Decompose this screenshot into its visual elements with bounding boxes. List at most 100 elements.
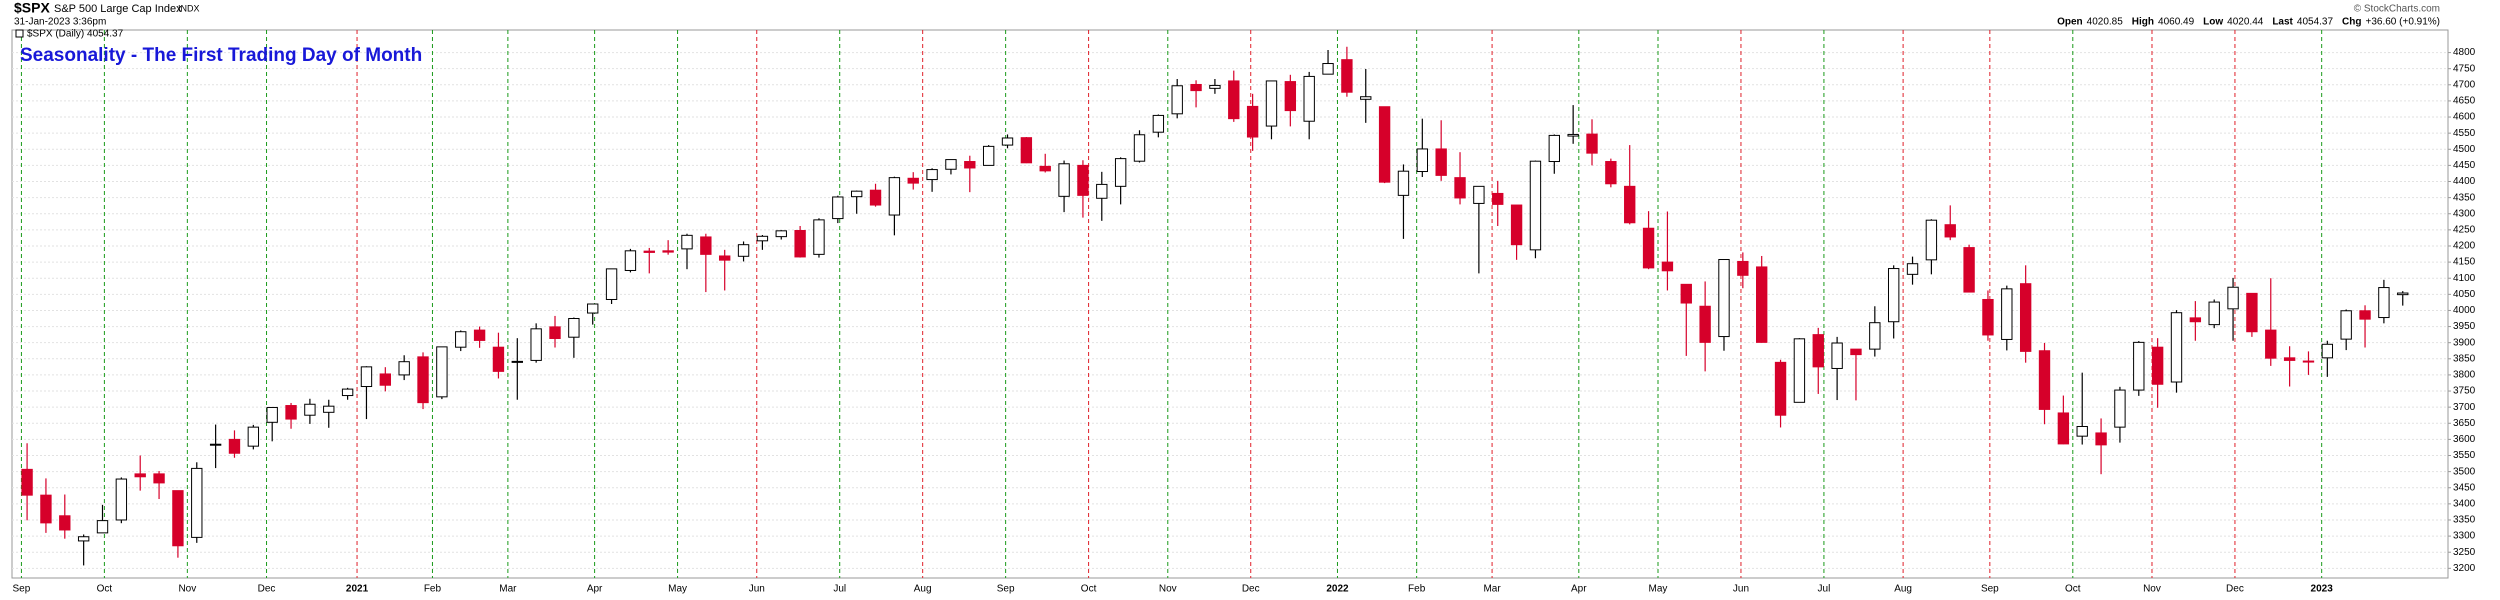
candle-body xyxy=(2151,346,2164,385)
candle-body xyxy=(1548,134,1560,163)
quote-value: 4020.85 xyxy=(2087,17,2124,28)
y-tick-label: 3600 xyxy=(2453,434,2476,445)
candle-body xyxy=(2133,341,2145,391)
x-tick-label: Sep xyxy=(13,584,31,595)
y-tick-label: 4800 xyxy=(2453,47,2476,58)
candle-body xyxy=(926,169,938,181)
candle-body xyxy=(1416,148,1429,173)
y-tick-label: 3500 xyxy=(2453,466,2476,477)
candle-body xyxy=(59,515,71,531)
candle-body xyxy=(1360,96,1372,100)
candle-body xyxy=(21,468,33,496)
candle-body xyxy=(1001,137,1014,146)
candle-body xyxy=(1793,338,1806,403)
y-tick-label: 4750 xyxy=(2453,63,2476,74)
candle-body xyxy=(681,234,693,250)
candle-body xyxy=(1812,334,1824,368)
x-tick-label: May xyxy=(1649,584,1668,595)
quote-value: 4020.44 xyxy=(2227,17,2264,28)
x-tick-label: Jun xyxy=(1733,584,1749,595)
candle-body xyxy=(2359,310,2371,320)
x-tick-label: Aug xyxy=(914,584,932,595)
x-tick-label: Dec xyxy=(258,584,276,595)
x-tick-label: Aug xyxy=(1894,584,1912,595)
candle-body xyxy=(2227,286,2239,310)
candle-body xyxy=(1190,83,1202,92)
candle-body xyxy=(1642,227,1655,269)
candle-body xyxy=(2076,425,2088,437)
plot-frame xyxy=(11,29,2449,579)
y-tick-label: 3900 xyxy=(2453,337,2476,348)
candle-body xyxy=(2114,389,2126,428)
candle-body xyxy=(2095,432,2107,446)
x-tick-label: Apr xyxy=(1571,584,1587,595)
candle-body xyxy=(756,235,769,242)
candle-body xyxy=(134,473,146,478)
candle-body xyxy=(304,403,316,416)
candle-body xyxy=(2019,283,2032,352)
candle-body xyxy=(2397,292,2409,296)
x-tick-label: Mar xyxy=(1483,584,1501,595)
copyright: © StockCharts.com xyxy=(2354,4,2440,15)
candle-body xyxy=(2038,350,2051,410)
candle-body xyxy=(77,536,90,542)
candle-body xyxy=(1869,322,1881,350)
candle-body xyxy=(1209,84,1221,89)
candle-body xyxy=(455,331,467,348)
candle-body xyxy=(530,328,542,361)
y-tick-label: 4650 xyxy=(2453,96,2476,107)
quote-value: 4054.37 xyxy=(2297,17,2334,28)
candle-body xyxy=(1378,106,1391,183)
y-tick-label: 4050 xyxy=(2453,289,2476,300)
candle-body xyxy=(888,177,901,216)
candle-body xyxy=(624,250,637,271)
y-tick-label: 4500 xyxy=(2453,144,2476,155)
candle-body xyxy=(2057,412,2070,445)
candle-body xyxy=(1605,161,1617,185)
candle-body xyxy=(209,443,222,446)
candle-body xyxy=(850,190,863,198)
candle-body xyxy=(2189,317,2202,323)
y-tick-label: 4400 xyxy=(2453,176,2476,187)
candle-body xyxy=(2283,357,2296,361)
x-tick-label: Jun xyxy=(749,584,765,595)
candle-body xyxy=(1963,247,1975,293)
quote-label: Last xyxy=(2272,17,2293,28)
candle-body xyxy=(2246,292,2258,333)
candle-body xyxy=(1454,177,1466,199)
x-tick-label: Sep xyxy=(997,584,1015,595)
y-tick-label: 3550 xyxy=(2453,450,2476,461)
candle-body xyxy=(96,520,109,534)
candle-body xyxy=(643,250,655,253)
y-tick-label: 3300 xyxy=(2453,531,2476,542)
candle-body xyxy=(153,473,165,484)
y-tick-label: 4150 xyxy=(2453,257,2476,268)
candle-body xyxy=(1831,342,1843,369)
y-tick-label: 3800 xyxy=(2453,370,2476,381)
candle-body xyxy=(719,255,731,261)
plot: 3200 3250 3300 3350 3400 3450 3500 3550 3600 3650… xyxy=(12,30,2476,595)
candle-body xyxy=(2340,310,2352,340)
x-tick-label: Feb xyxy=(1408,584,1426,595)
y-tick-label: 3700 xyxy=(2453,402,2476,413)
candle-body xyxy=(1171,85,1183,115)
y-tick-label: 4000 xyxy=(2453,305,2476,316)
y-tick-label: 4300 xyxy=(2453,208,2476,219)
candle-body xyxy=(341,388,354,397)
candle-body xyxy=(247,426,260,447)
candle-body xyxy=(1020,137,1033,164)
candle-body xyxy=(700,236,712,255)
legend: $SPX (Daily) 4054.37 xyxy=(27,29,124,40)
candle-body xyxy=(323,405,335,413)
x-tick-label: Jul xyxy=(833,584,846,595)
candle-body xyxy=(2302,360,2315,363)
candle-body xyxy=(1435,148,1447,176)
exchange: INDX xyxy=(178,3,200,13)
candle-body xyxy=(436,346,448,398)
y-tick-label: 4450 xyxy=(2453,160,2476,171)
y-tick-label: 3250 xyxy=(2453,547,2476,558)
y-tick-label: 3400 xyxy=(2453,498,2476,509)
candle-body xyxy=(1718,259,1730,338)
x-tick-label: Oct xyxy=(97,584,113,595)
candle-body xyxy=(737,244,750,257)
